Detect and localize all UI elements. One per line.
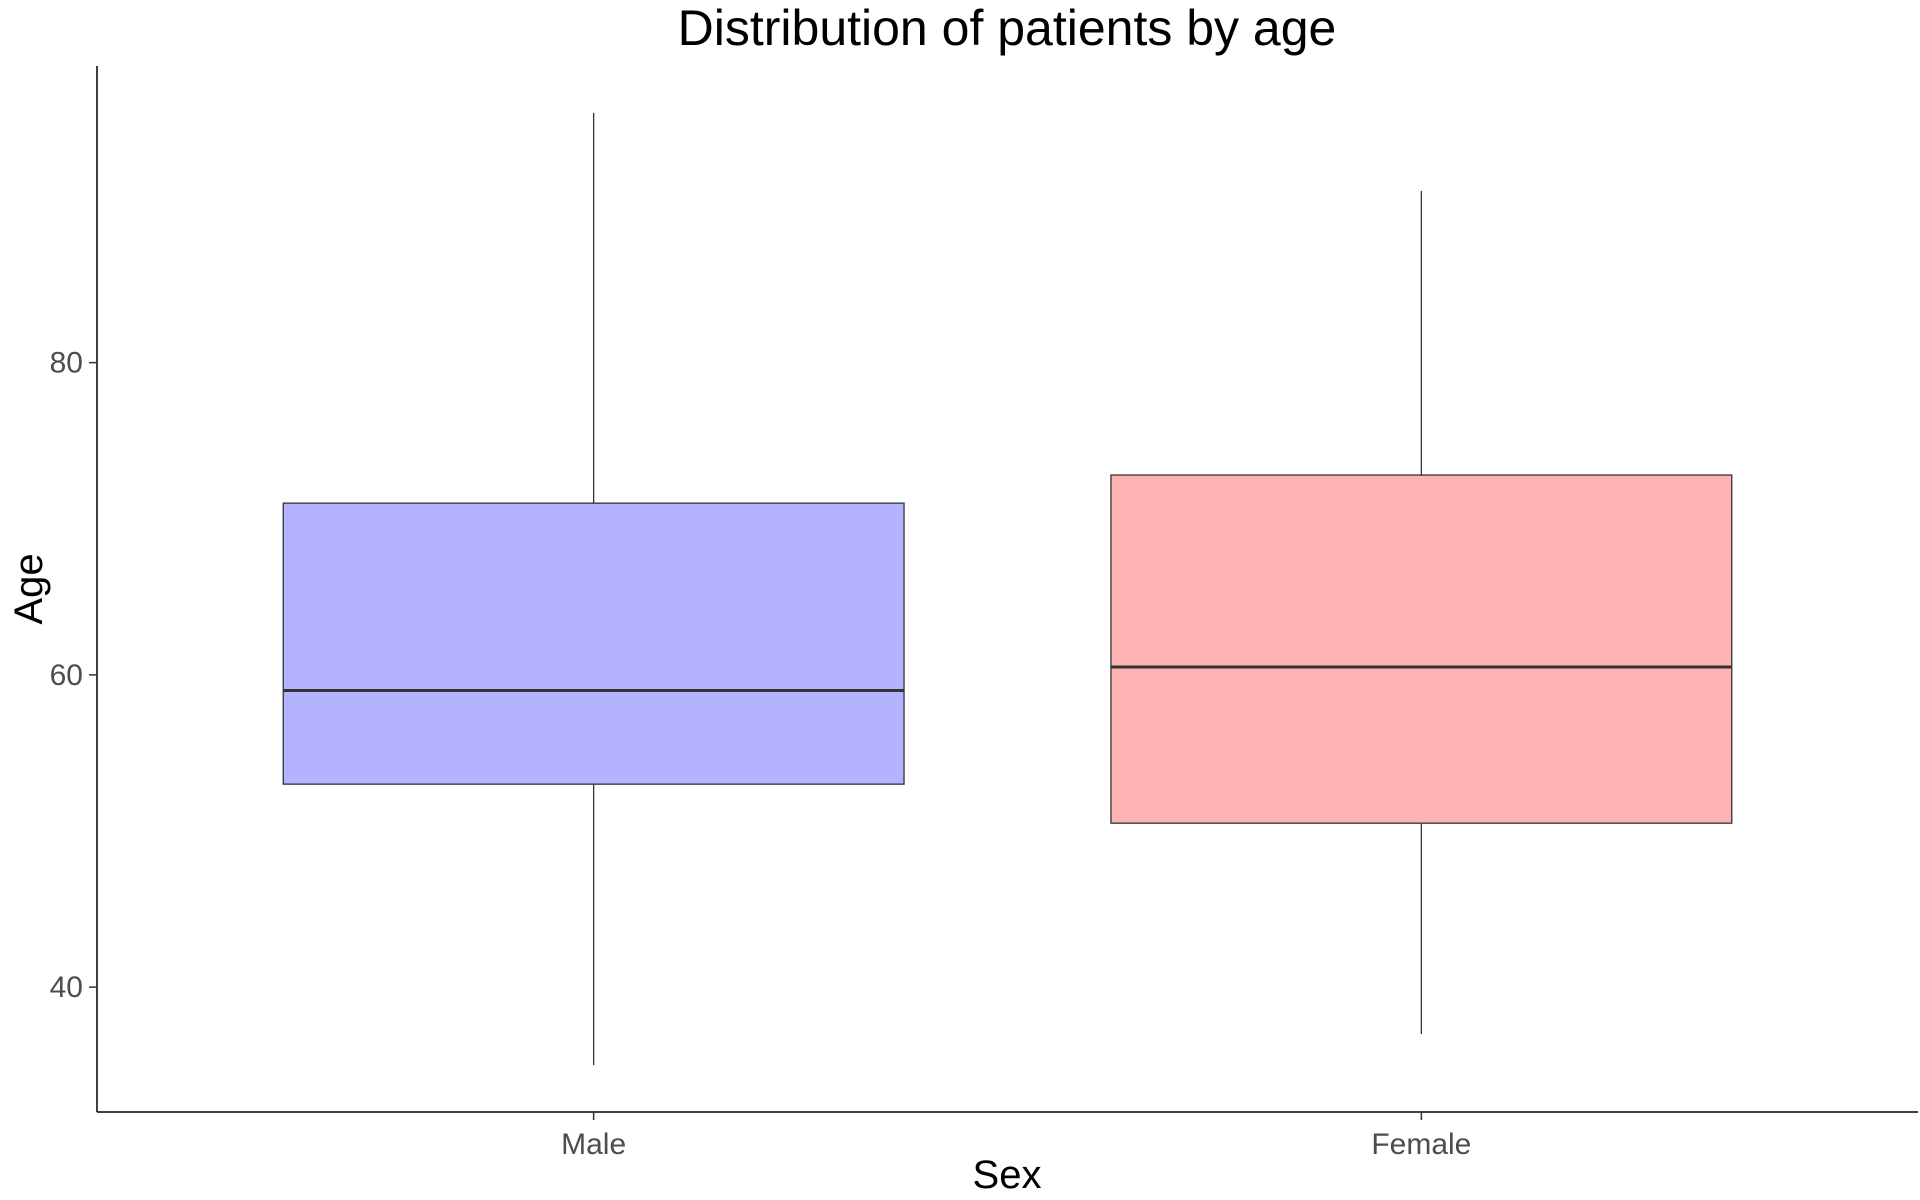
x-axis-title: Sex <box>973 1153 1042 1197</box>
box-rect-male <box>282 502 905 785</box>
y-tick-label-80: 80 <box>50 347 83 380</box>
x-axis-ticks: Male Female <box>561 1112 1471 1161</box>
x-tick-label-female: Female <box>1371 1128 1471 1161</box>
box-male <box>282 112 905 1066</box>
x-tick-label-male: Male <box>561 1128 626 1161</box>
box-female <box>1110 190 1733 1034</box>
y-axis-ticks: 40 60 80 <box>50 347 97 1004</box>
y-axis-title: Age <box>7 553 51 624</box>
plot-area <box>282 112 1733 1066</box>
y-tick-label-60: 60 <box>50 659 83 692</box>
chart-title: Distribution of patients by age <box>678 0 1337 56</box>
y-tick-label-40: 40 <box>50 971 83 1004</box>
box-rect-female <box>1110 474 1733 824</box>
